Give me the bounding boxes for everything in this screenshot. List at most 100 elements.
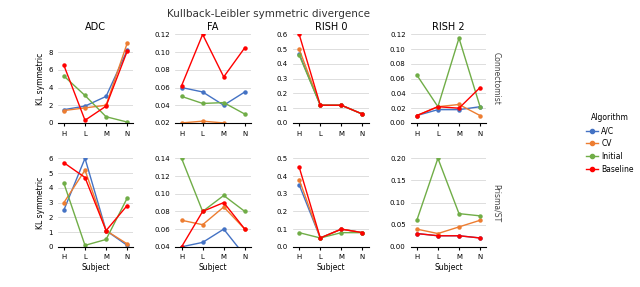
Baseline xyxy=(102,229,110,232)
Initial xyxy=(476,105,484,108)
Baseline xyxy=(60,161,68,164)
Baseline xyxy=(413,232,420,235)
Line: A/C: A/C xyxy=(298,183,364,239)
Baseline xyxy=(295,165,303,169)
Baseline xyxy=(199,210,207,213)
A/C xyxy=(337,227,345,231)
A/C xyxy=(434,108,442,111)
A/C xyxy=(413,114,420,117)
X-axis label: Subject: Subject xyxy=(199,263,227,272)
CV xyxy=(413,227,420,231)
Title: RISH 2: RISH 2 xyxy=(432,22,465,32)
Baseline xyxy=(413,114,420,117)
Line: Initial: Initial xyxy=(415,157,482,222)
Line: Initial: Initial xyxy=(298,54,364,116)
CV xyxy=(337,104,345,107)
Initial xyxy=(316,236,324,240)
CV xyxy=(295,47,303,51)
CV xyxy=(413,114,420,117)
Initial xyxy=(178,95,186,98)
Baseline xyxy=(178,84,186,88)
Baseline xyxy=(124,50,131,53)
Line: Initial: Initial xyxy=(180,95,246,116)
X-axis label: Subject: Subject xyxy=(434,263,463,272)
A/C xyxy=(241,254,249,257)
CV xyxy=(220,121,228,125)
Initial xyxy=(358,113,366,116)
CV xyxy=(358,231,366,234)
CV xyxy=(434,105,442,108)
Line: CV: CV xyxy=(298,178,364,239)
A/C xyxy=(455,234,463,237)
Initial xyxy=(199,102,207,105)
Text: Kullback-Leibler symmetric divergence: Kullback-Leibler symmetric divergence xyxy=(167,9,371,19)
CV xyxy=(102,229,110,232)
Line: Baseline: Baseline xyxy=(298,33,364,116)
CV xyxy=(199,119,207,123)
Baseline xyxy=(102,104,110,108)
Title: FA: FA xyxy=(207,22,219,32)
Baseline xyxy=(455,106,463,110)
Line: A/C: A/C xyxy=(180,228,246,257)
CV xyxy=(476,114,484,117)
Initial xyxy=(178,157,186,160)
Initial xyxy=(358,231,366,234)
A/C xyxy=(476,236,484,240)
A/C xyxy=(102,95,110,98)
Baseline xyxy=(358,113,366,116)
A/C xyxy=(199,241,207,244)
Baseline xyxy=(358,231,366,234)
Baseline xyxy=(337,227,345,231)
A/C xyxy=(358,231,366,234)
Line: A/C: A/C xyxy=(415,232,482,239)
A/C xyxy=(295,52,303,55)
Line: A/C: A/C xyxy=(415,105,482,117)
CV xyxy=(316,104,324,107)
Initial xyxy=(413,219,420,222)
A/C xyxy=(413,232,420,235)
A/C xyxy=(60,108,68,111)
Line: CV: CV xyxy=(180,120,246,133)
Initial xyxy=(60,74,68,78)
Initial xyxy=(81,244,89,247)
Baseline xyxy=(81,176,89,179)
CV xyxy=(124,42,131,45)
Initial xyxy=(220,194,228,197)
Text: Connectomist: Connectomist xyxy=(492,52,500,105)
A/C xyxy=(124,49,131,52)
Title: RISH 0: RISH 0 xyxy=(315,22,347,32)
Line: Baseline: Baseline xyxy=(180,33,246,87)
Baseline xyxy=(434,105,442,108)
CV xyxy=(476,219,484,222)
Initial xyxy=(295,53,303,57)
X-axis label: Subject: Subject xyxy=(81,263,110,272)
Line: A/C: A/C xyxy=(62,49,129,111)
CV xyxy=(337,227,345,231)
A/C xyxy=(434,234,442,237)
Line: Initial: Initial xyxy=(180,157,246,213)
A/C xyxy=(220,104,228,107)
CV xyxy=(316,236,324,240)
Baseline xyxy=(295,33,303,36)
Initial xyxy=(455,212,463,215)
Baseline xyxy=(476,86,484,89)
Line: Initial: Initial xyxy=(415,37,482,108)
Initial xyxy=(337,104,345,107)
Baseline xyxy=(220,201,228,204)
Initial xyxy=(295,231,303,234)
A/C xyxy=(316,236,324,240)
A/C xyxy=(316,104,324,107)
A/C xyxy=(220,227,228,231)
Baseline xyxy=(476,236,484,240)
CV xyxy=(178,121,186,125)
Line: Baseline: Baseline xyxy=(298,166,364,239)
CV xyxy=(81,168,89,172)
CV xyxy=(220,205,228,209)
CV xyxy=(102,104,110,107)
A/C xyxy=(199,90,207,94)
Line: Initial: Initial xyxy=(62,182,129,247)
CV xyxy=(455,103,463,106)
Line: CV: CV xyxy=(62,42,129,112)
Y-axis label: KL symmetric: KL symmetric xyxy=(36,177,45,229)
A/C xyxy=(337,104,345,107)
